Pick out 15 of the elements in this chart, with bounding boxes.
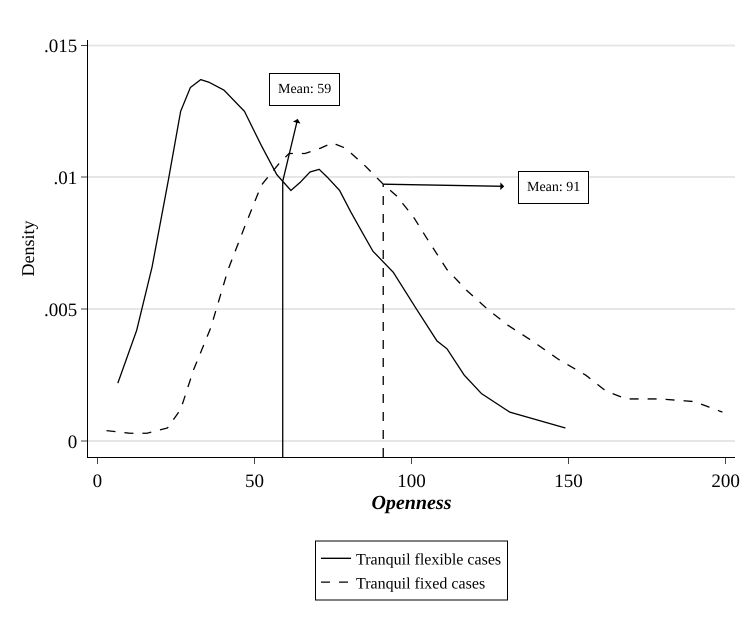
- legend-label: Tranquil flexible cases: [356, 552, 502, 569]
- x-tick-label: 100: [397, 470, 426, 492]
- y-axis-title: Density: [18, 220, 38, 276]
- y-tick-label: .015: [44, 36, 78, 57]
- x-axis-title: Openness: [371, 492, 452, 514]
- x-tick-label: 150: [554, 470, 583, 492]
- y-tick-label: .005: [44, 300, 78, 321]
- x-tick-label: 0: [92, 470, 102, 492]
- ref-line-label: Mean: 59: [278, 82, 332, 97]
- x-tick-label: 200: [711, 470, 740, 492]
- y-tick-label: .01: [53, 168, 78, 189]
- ref-line-label: Mean: 91: [527, 180, 580, 195]
- y-tick-label: 0: [68, 432, 78, 453]
- legend-label: Tranquil fixed cases: [356, 575, 486, 592]
- x-tick-label: 50: [244, 470, 264, 492]
